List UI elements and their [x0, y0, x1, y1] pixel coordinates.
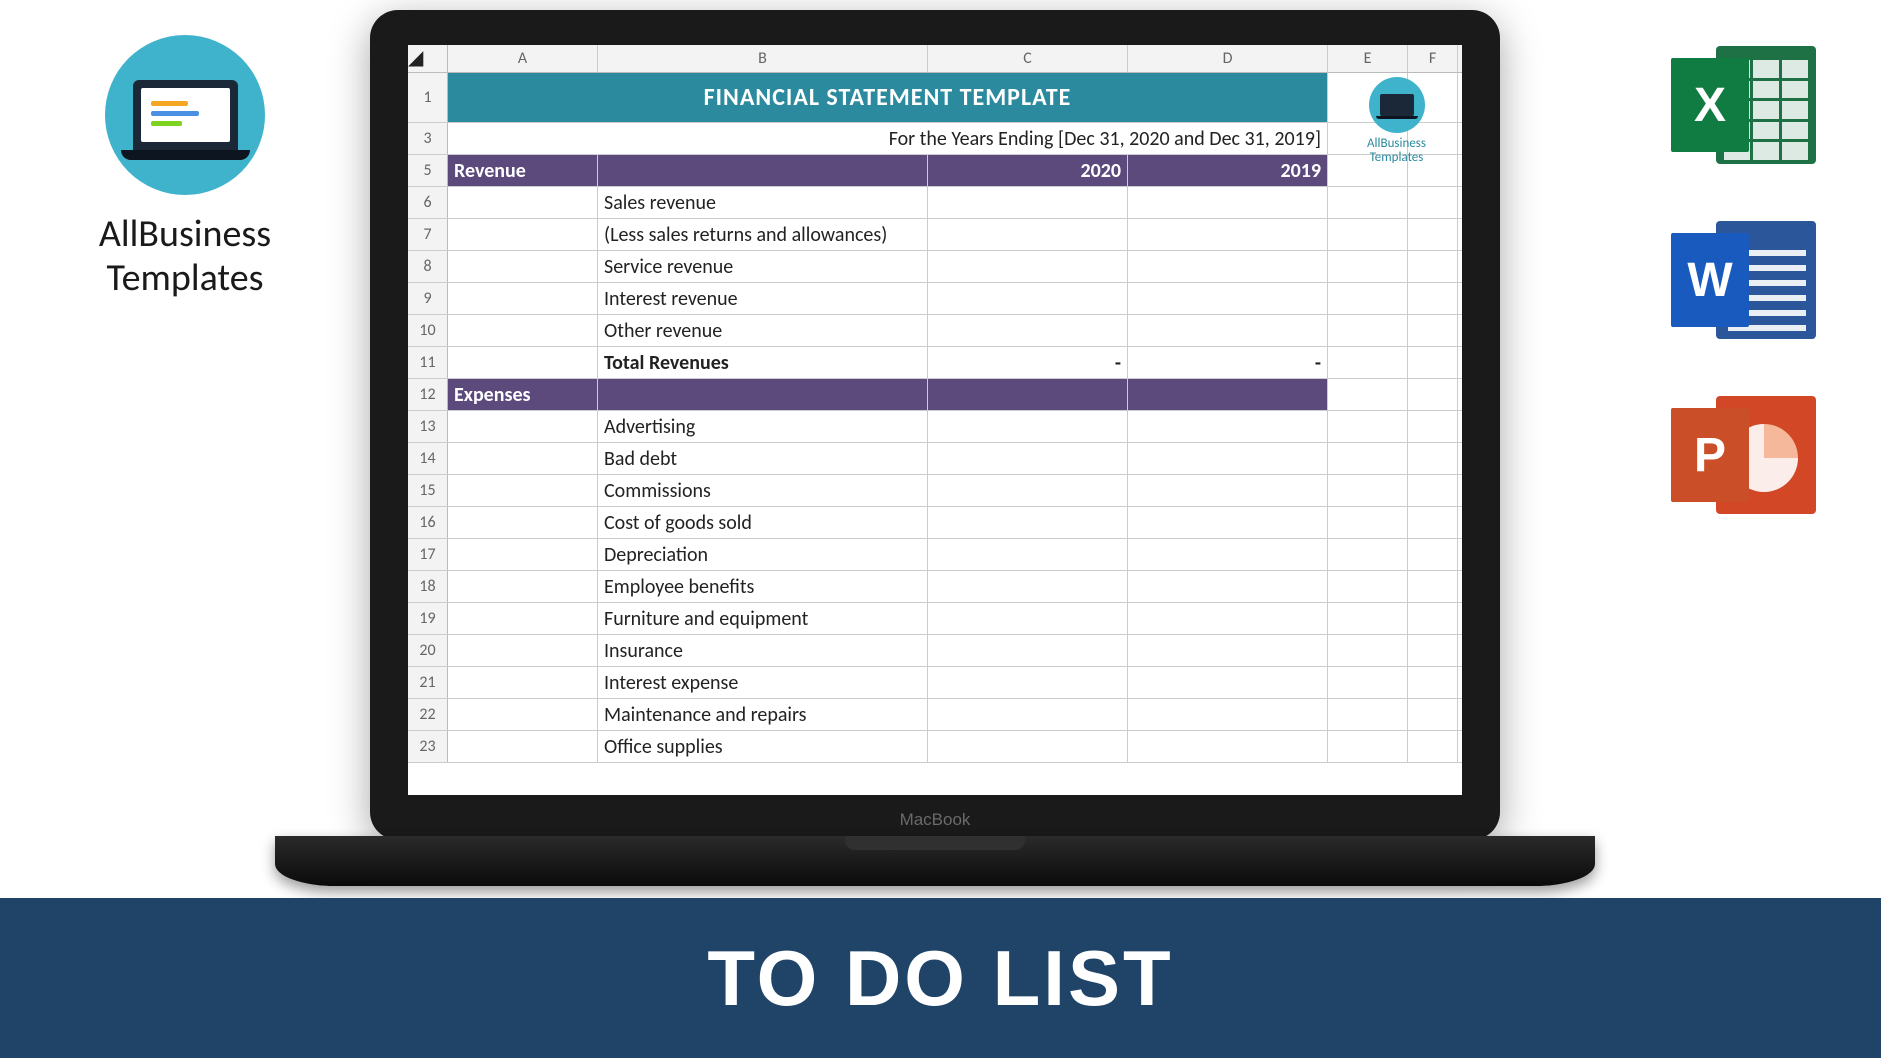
revenue-item-row: 7 (Less sales returns and allowances): [408, 219, 1462, 251]
col-header-c[interactable]: C: [928, 45, 1128, 72]
col-header-d[interactable]: D: [1128, 45, 1328, 72]
expense-item-row: 15 Commissions: [408, 475, 1462, 507]
row-number[interactable]: 1: [408, 73, 448, 122]
revenue-item-label[interactable]: Interest revenue: [598, 283, 928, 314]
expense-item-label[interactable]: Furniture and equipment: [598, 603, 928, 634]
row-number[interactable]: 10: [408, 315, 448, 346]
revenue-label[interactable]: Revenue: [448, 155, 598, 186]
office-icons-column: X W P: [1671, 40, 1821, 565]
row-total-revenues: 11 Total Revenues - -: [408, 347, 1462, 379]
banner-text: TO DO LIST: [707, 933, 1173, 1024]
revenue-item-label[interactable]: Other revenue: [598, 315, 928, 346]
expense-item-label[interactable]: Bad debt: [598, 443, 928, 474]
year-2020[interactable]: 2020: [928, 155, 1128, 186]
brand-logo-icon: [105, 35, 265, 195]
powerpoint-icon: P: [1671, 390, 1816, 520]
expense-item-label[interactable]: Maintenance and repairs: [598, 699, 928, 730]
revenue-item-label[interactable]: (Less sales returns and allowances): [598, 219, 928, 250]
expense-item-row: 17 Depreciation: [408, 539, 1462, 571]
word-icon: W: [1671, 215, 1816, 345]
row-number[interactable]: 13: [408, 411, 448, 442]
row-revenue-header: 5 Revenue 2020 2019: [408, 155, 1462, 187]
revenue-item-label[interactable]: Service revenue: [598, 251, 928, 282]
laptop-brand-label: MacBook: [370, 810, 1500, 830]
expense-item-label[interactable]: Advertising: [598, 411, 928, 442]
sheet-title[interactable]: FINANCIAL STATEMENT TEMPLATE: [448, 73, 1328, 122]
col-header-b[interactable]: B: [598, 45, 928, 72]
row-number[interactable]: 12: [408, 379, 448, 410]
expense-item-row: 19 Furniture and equipment: [408, 603, 1462, 635]
brand-name: AllBusiness Templates: [75, 213, 295, 300]
revenue-item-row: 8 Service revenue: [408, 251, 1462, 283]
row-number[interactable]: 23: [408, 731, 448, 762]
sheet-brand-badge: AllBusinessTemplates: [1339, 77, 1454, 166]
row-number[interactable]: 16: [408, 507, 448, 538]
row-number[interactable]: 20: [408, 635, 448, 666]
expense-item-row: 21 Interest expense: [408, 667, 1462, 699]
total-revenues-2019[interactable]: -: [1128, 347, 1328, 378]
expenses-label[interactable]: Expenses: [448, 379, 598, 410]
row-number[interactable]: 8: [408, 251, 448, 282]
expense-item-label[interactable]: Interest expense: [598, 667, 928, 698]
row-number[interactable]: 22: [408, 699, 448, 730]
expense-item-row: 16 Cost of goods sold: [408, 507, 1462, 539]
row-title: 1 FINANCIAL STATEMENT TEMPLATE: [408, 73, 1462, 123]
laptop-base: [275, 836, 1595, 886]
column-headers-row: ◢ A B C D E F: [408, 45, 1462, 73]
col-header-f[interactable]: F: [1408, 45, 1458, 72]
select-all-corner[interactable]: ◢: [408, 45, 448, 72]
expense-item-row: 18 Employee benefits: [408, 571, 1462, 603]
revenue-item-label[interactable]: Sales revenue: [598, 187, 928, 218]
year-2019[interactable]: 2019: [1128, 155, 1328, 186]
row-number[interactable]: 7: [408, 219, 448, 250]
spreadsheet-screen: ◢ A B C D E F 1 FINANCIAL STATEMENT TEMP…: [408, 45, 1462, 795]
row-number[interactable]: 14: [408, 443, 448, 474]
expense-item-label[interactable]: Office supplies: [598, 731, 928, 762]
row-number[interactable]: 17: [408, 539, 448, 570]
row-subtitle: 3 For the Years Ending [Dec 31, 2020 and…: [408, 123, 1462, 155]
expense-item-label[interactable]: Insurance: [598, 635, 928, 666]
expense-item-label[interactable]: Employee benefits: [598, 571, 928, 602]
expense-item-label[interactable]: Cost of goods sold: [598, 507, 928, 538]
row-number[interactable]: 21: [408, 667, 448, 698]
expense-item-label[interactable]: Depreciation: [598, 539, 928, 570]
expense-item-row: 13 Advertising: [408, 411, 1462, 443]
expense-item-row: 14 Bad debt: [408, 443, 1462, 475]
expense-item-row: 20 Insurance: [408, 635, 1462, 667]
row-number[interactable]: 15: [408, 475, 448, 506]
laptop-mockup: ◢ A B C D E F 1 FINANCIAL STATEMENT TEMP…: [370, 10, 1500, 886]
bottom-banner: TO DO LIST: [0, 898, 1881, 1058]
revenue-item-row: 10 Other revenue: [408, 315, 1462, 347]
expense-item-label[interactable]: Commissions: [598, 475, 928, 506]
row-number[interactable]: 19: [408, 603, 448, 634]
expense-item-row: 23 Office supplies: [408, 731, 1462, 763]
row-expenses-header: 12 Expenses: [408, 379, 1462, 411]
col-header-a[interactable]: A: [448, 45, 598, 72]
expense-item-row: 22 Maintenance and repairs: [408, 699, 1462, 731]
row-number[interactable]: 3: [408, 123, 448, 154]
sheet-subtitle[interactable]: For the Years Ending [Dec 31, 2020 and D…: [448, 123, 1328, 154]
row-number[interactable]: 18: [408, 571, 448, 602]
row-number[interactable]: 9: [408, 283, 448, 314]
brand-logo-block: AllBusiness Templates: [75, 35, 295, 300]
total-revenues-2020[interactable]: -: [928, 347, 1128, 378]
revenue-item-row: 6 Sales revenue: [408, 187, 1462, 219]
col-header-e[interactable]: E: [1328, 45, 1408, 72]
revenue-item-row: 9 Interest revenue: [408, 283, 1462, 315]
total-revenues-label[interactable]: Total Revenues: [598, 347, 928, 378]
excel-icon: X: [1671, 40, 1816, 170]
row-number[interactable]: 11: [408, 347, 448, 378]
row-number[interactable]: 5: [408, 155, 448, 186]
row-number[interactable]: 6: [408, 187, 448, 218]
